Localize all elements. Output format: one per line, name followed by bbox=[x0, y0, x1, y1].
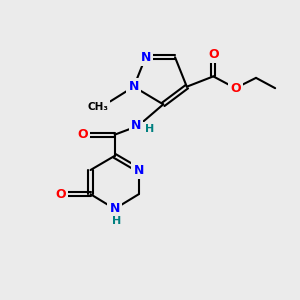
Text: CH₃: CH₃ bbox=[87, 102, 108, 112]
Text: N: N bbox=[131, 119, 141, 132]
Text: H: H bbox=[112, 216, 121, 226]
Text: N: N bbox=[129, 80, 139, 93]
Text: N: N bbox=[140, 51, 151, 64]
Text: O: O bbox=[230, 82, 241, 95]
Text: N: N bbox=[110, 202, 120, 215]
Text: O: O bbox=[78, 128, 88, 141]
Text: O: O bbox=[208, 48, 219, 61]
Text: N: N bbox=[134, 164, 144, 176]
Text: O: O bbox=[56, 188, 66, 201]
Text: H: H bbox=[145, 124, 154, 134]
